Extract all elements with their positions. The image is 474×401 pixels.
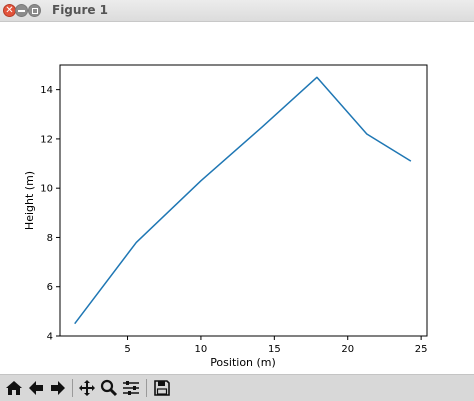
close-icon: ✕	[5, 4, 14, 16]
y-tick-label: 6	[47, 282, 53, 293]
y-tick-label: 8	[47, 233, 53, 244]
home-button[interactable]	[3, 377, 25, 399]
figure-canvas[interactable]: 5 10 15 20 25 4 6 8 10 12 14 Position (m) Height (…	[0, 22, 474, 374]
ticks-layer: 5 10 15 20 25 4 6 8 10 12 14	[40, 85, 427, 355]
y-axis-label: Height (m)	[23, 171, 36, 230]
x-axis-label: Position (m)	[210, 356, 276, 369]
series-line	[74, 76, 412, 325]
y-tick-label: 14	[40, 85, 53, 96]
save-button[interactable]	[151, 377, 173, 399]
y-tick-label: 12	[40, 134, 53, 145]
x-tick-label: 5	[124, 344, 130, 355]
navigation-toolbar	[0, 374, 474, 401]
figure-background	[0, 22, 474, 374]
pan-icon	[79, 380, 95, 396]
forward-button[interactable]	[47, 377, 69, 399]
x-tick-label: 25	[415, 344, 428, 355]
configure-subplots-icon	[123, 381, 139, 395]
axes-frame	[59, 64, 428, 337]
x-tick-label: 20	[341, 344, 354, 355]
back-button[interactable]	[25, 377, 47, 399]
window-title: Figure 1	[52, 3, 109, 17]
minimize-window-button[interactable]	[15, 4, 28, 17]
x-tick-label: 15	[268, 344, 281, 355]
series-layer	[74, 76, 412, 325]
home-icon	[6, 381, 22, 395]
y-tick-label: 10	[40, 184, 53, 195]
save-icon	[154, 380, 170, 396]
window-titlebar: ✕ Figure 1	[0, 0, 474, 22]
maximize-icon	[31, 7, 38, 14]
maximize-window-button[interactable]	[28, 4, 41, 17]
configure-subplots-button[interactable]	[120, 377, 142, 399]
x-tick-label: 10	[195, 344, 208, 355]
back-icon	[29, 381, 43, 395]
pan-button[interactable]	[76, 377, 98, 399]
line-chart: 5 10 15 20 25 4 6 8 10 12 14 Position (m) Height (…	[0, 22, 474, 374]
zoom-button[interactable]	[98, 377, 120, 399]
forward-icon	[51, 381, 65, 395]
toolbar-separator	[146, 379, 147, 397]
toolbar-separator	[72, 379, 73, 397]
y-tick-label: 4	[47, 332, 53, 343]
zoom-icon	[100, 379, 118, 397]
minimize-icon	[18, 9, 25, 12]
